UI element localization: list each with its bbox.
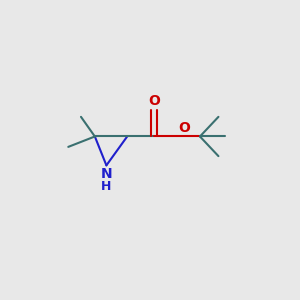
Text: O: O xyxy=(178,121,190,135)
Text: N: N xyxy=(100,167,112,181)
Text: H: H xyxy=(101,180,112,194)
Text: O: O xyxy=(148,94,160,108)
